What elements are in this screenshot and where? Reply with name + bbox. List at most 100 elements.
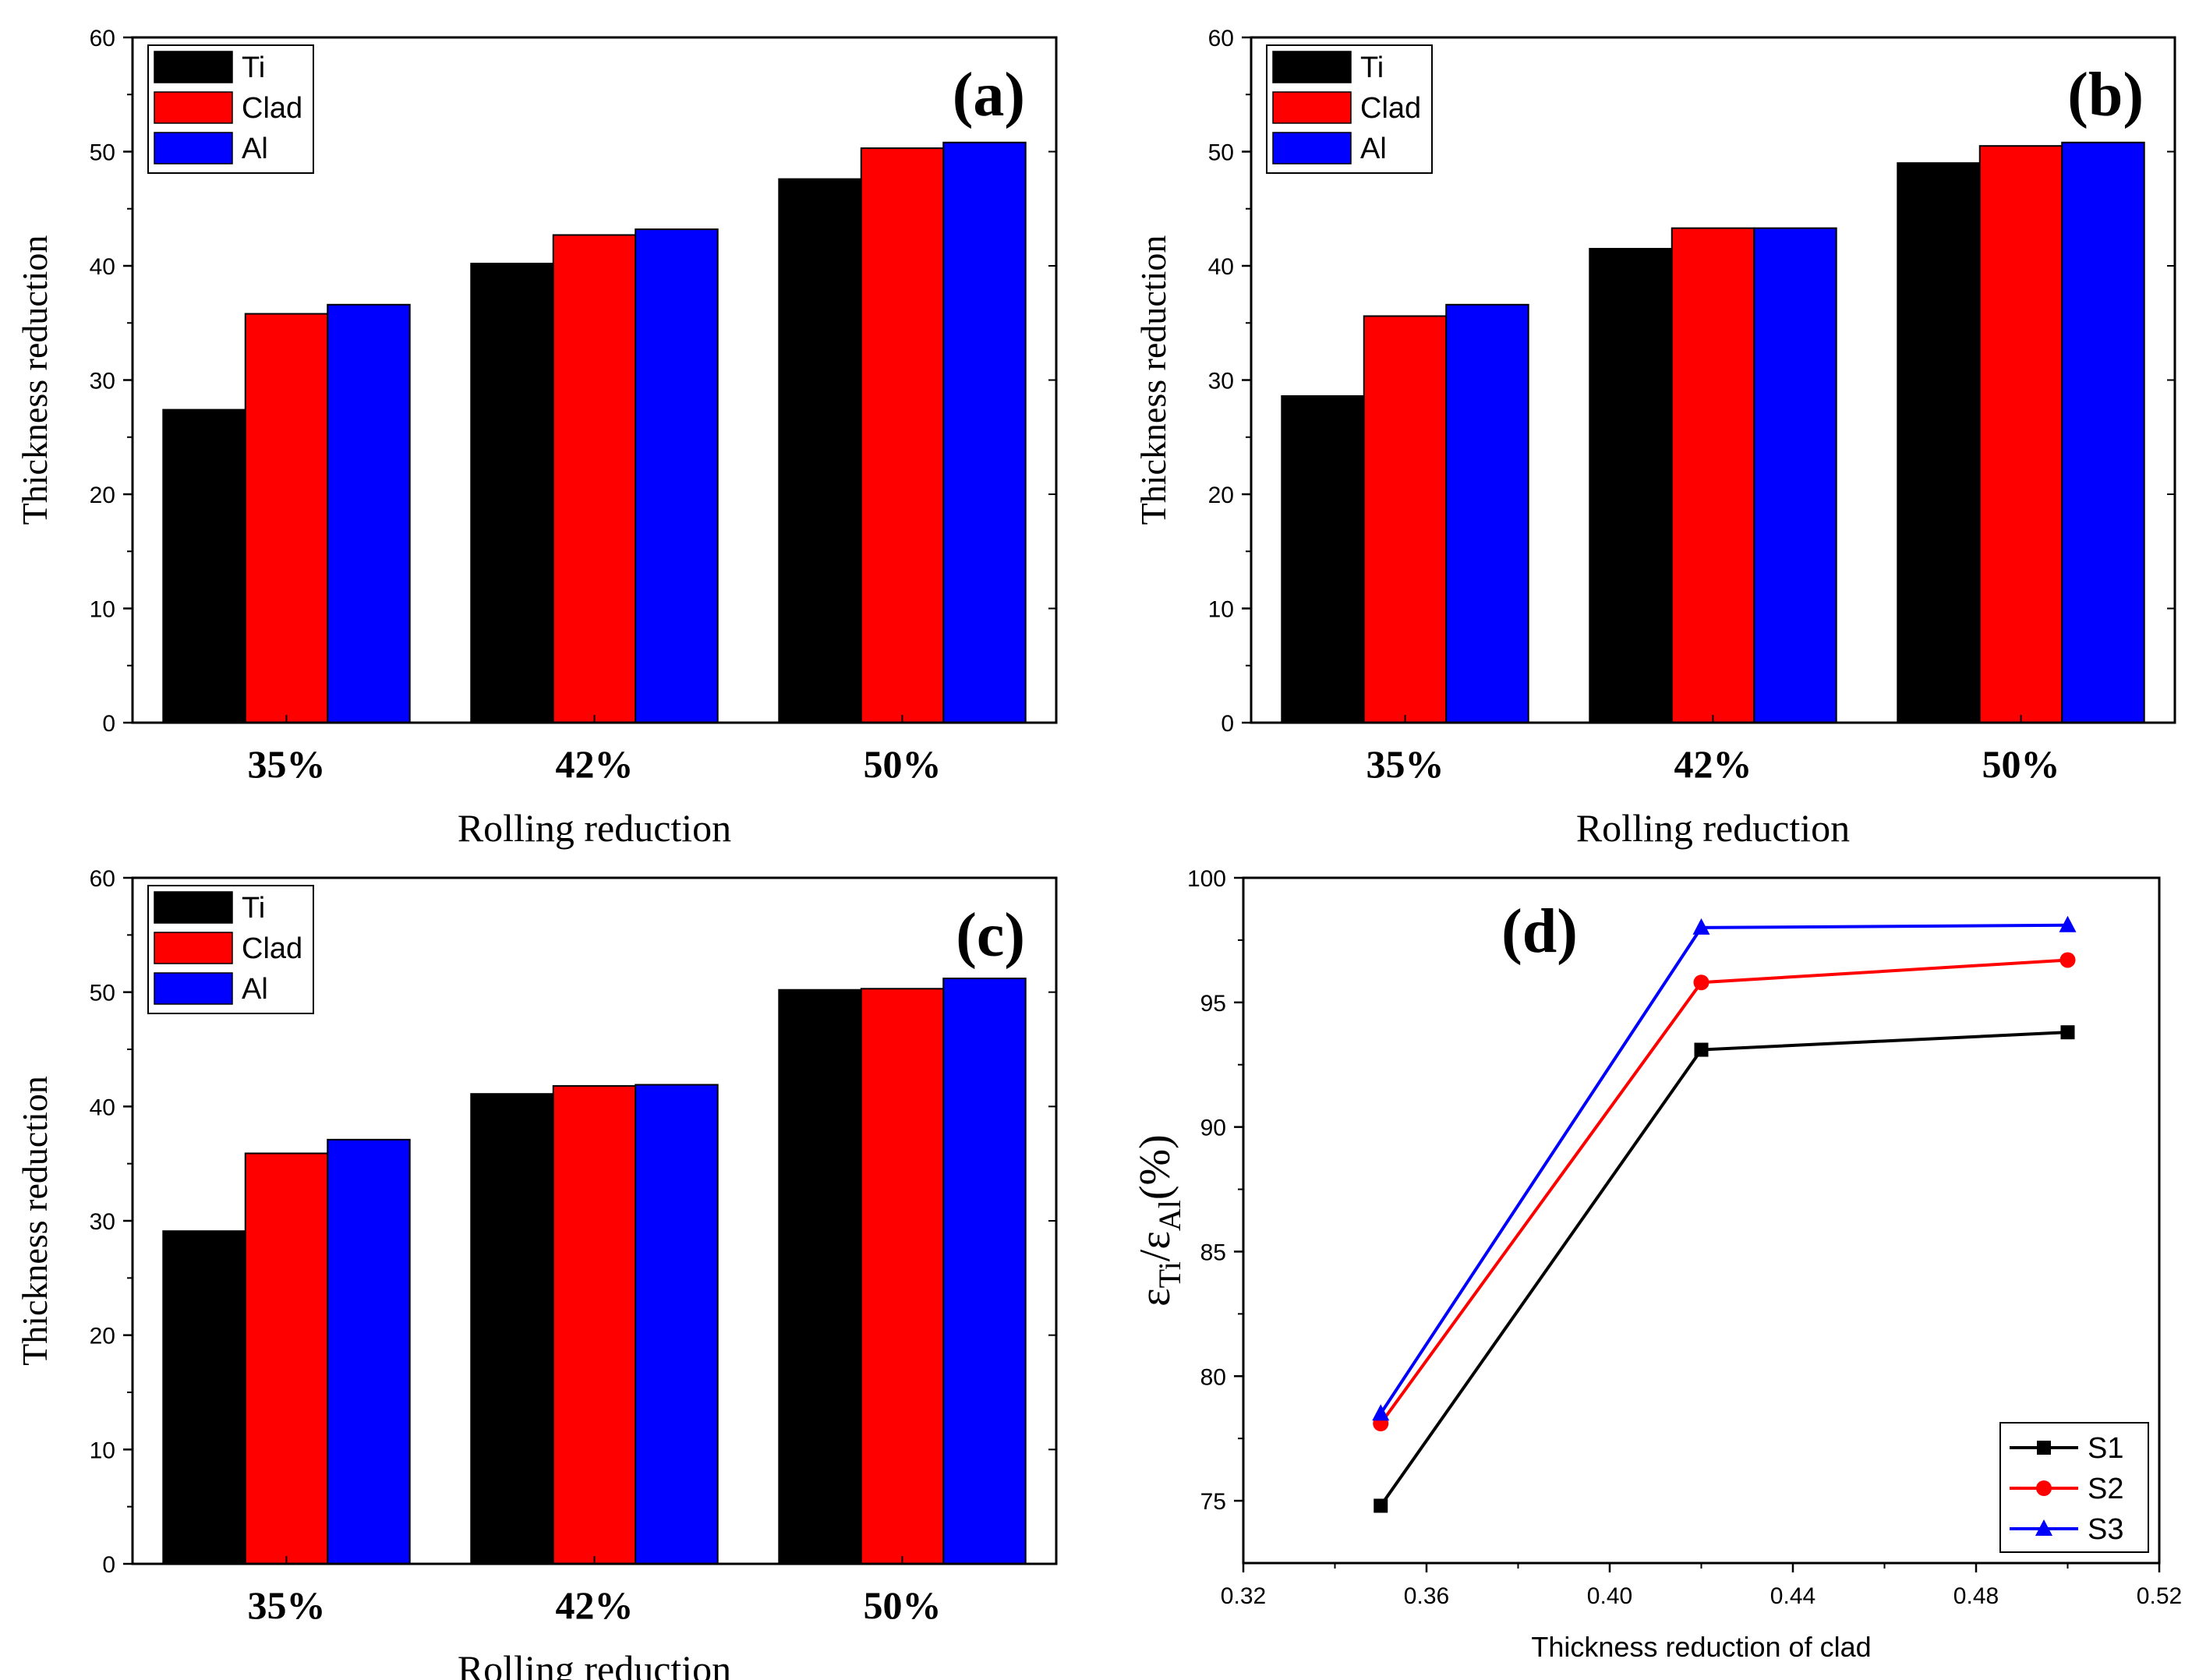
y-tick-label: 20 xyxy=(90,1324,115,1349)
bar-al-35 xyxy=(1445,303,1529,723)
y-tick-label: 30 xyxy=(1208,369,1234,394)
legend: Ti Clad Al xyxy=(147,44,314,174)
y-tick-label: 40 xyxy=(90,1095,115,1120)
point-s2-2 xyxy=(2059,952,2076,968)
y-axis-label: Thickness reduction xyxy=(1133,235,1173,525)
legend-label-clad: Clad xyxy=(242,92,302,125)
legend-label-s1: S1 xyxy=(2088,1432,2123,1465)
bar-clad-35 xyxy=(244,1152,329,1565)
bar-ti-35 xyxy=(162,409,246,724)
point-s3-2 xyxy=(2059,915,2077,932)
bar-clad-42 xyxy=(552,1084,637,1565)
x-tick-label: 0.40 xyxy=(1587,1583,1632,1609)
y-tick-label: 10 xyxy=(90,1438,115,1463)
plot-frame xyxy=(1250,36,2176,724)
y-tick-label: 50 xyxy=(1208,140,1234,166)
bar-al-50 xyxy=(942,978,1027,1565)
x-tick-label: 0.52 xyxy=(2137,1583,2182,1609)
y-tick-label: 20 xyxy=(90,483,115,508)
y-tick-label: 50 xyxy=(90,140,115,166)
point-s3-1 xyxy=(1692,918,1710,935)
y-tick-label: 30 xyxy=(90,369,115,394)
x-tick-label: 0.36 xyxy=(1404,1583,1449,1609)
legend-label-al: Al xyxy=(1360,133,1387,165)
legend-swatch-ti xyxy=(154,51,233,83)
y-label-part: ε xyxy=(1131,1288,1179,1307)
bar-clad-35 xyxy=(1363,315,1448,723)
legend-swatch-ti xyxy=(154,891,233,924)
x-tick-label: 0.44 xyxy=(1770,1583,1815,1609)
panel-label: (c) xyxy=(956,901,1025,970)
x-axis-label: Rolling reduction xyxy=(458,1647,731,1680)
legend-label-ti: Ti xyxy=(242,51,265,84)
y-tick-label: 100 xyxy=(1187,866,1226,892)
bar-clad-35 xyxy=(244,313,329,723)
category-label: 50% xyxy=(864,742,942,786)
y-tick-label: 60 xyxy=(90,866,115,892)
y-label-part: (%) xyxy=(1131,1134,1179,1200)
legend-marker-s3 xyxy=(2035,1519,2052,1536)
legend-swatch-ti xyxy=(1272,51,1352,83)
y-tick-label: 40 xyxy=(1208,254,1234,280)
category-label: 50% xyxy=(864,1583,942,1627)
bar-ti-42 xyxy=(1589,248,1673,723)
legend-label-clad: Clad xyxy=(242,932,302,965)
y-axis-label: Thickness reduction xyxy=(15,1076,55,1366)
x-axis-label: Rolling reduction xyxy=(458,806,731,850)
category-label: 42% xyxy=(556,1583,634,1627)
y-tick-label: 10 xyxy=(1208,597,1234,623)
bar-ti-50 xyxy=(778,178,862,724)
bar-clad-50 xyxy=(1978,145,2063,724)
category-label: 50% xyxy=(1982,742,2060,786)
y-tick-label: 60 xyxy=(1208,26,1234,51)
bar-al-50 xyxy=(2061,141,2145,723)
legend-label-ti: Ti xyxy=(242,892,265,925)
panel-a: 35% 42% 50% 0 10 20 30 40 50 60 Rolling reduction T… xyxy=(15,26,1058,850)
y-tick-label: 0 xyxy=(102,711,115,737)
plot-frame xyxy=(131,36,1058,724)
y-tick-label: 85 xyxy=(1200,1240,1226,1265)
bar-ti-35 xyxy=(162,1230,246,1565)
plot-frame xyxy=(131,876,1058,1565)
legend-marker-s1 xyxy=(2037,1441,2051,1455)
point-s2-1 xyxy=(1693,974,1709,991)
bar-al-42 xyxy=(1753,227,1837,723)
bar-al-42 xyxy=(635,228,719,723)
bar-ti-50 xyxy=(1897,162,1981,723)
y-label-subscript: Ti xyxy=(1152,1261,1187,1288)
legend: Ti Clad Al xyxy=(147,885,314,1014)
bar-al-50 xyxy=(942,141,1027,723)
point-s1-2 xyxy=(2060,1025,2075,1040)
legend: S1 S2 S3 xyxy=(1999,1422,2149,1553)
bar-ti-35 xyxy=(1281,395,1365,723)
y-tick-label: 50 xyxy=(90,981,115,1006)
legend-label-al: Al xyxy=(242,133,268,165)
bar-clad-42 xyxy=(1671,227,1755,723)
legend-swatch-clad xyxy=(154,932,233,964)
panel-b: 35% 42% 50% 0 10 20 30 40 50 60 Rolling reduction T… xyxy=(1133,26,2176,850)
category-label: 35% xyxy=(248,742,326,786)
y-tick-label: 40 xyxy=(90,254,115,280)
x-tick-label: 0.48 xyxy=(1953,1583,1999,1609)
x-axis-label: Rolling reduction xyxy=(1576,806,1850,850)
x-axis-label: Thickness reduction of clad xyxy=(1531,1631,1871,1663)
y-tick-label: 10 xyxy=(90,597,115,623)
bar-al-35 xyxy=(327,303,411,723)
bar-al-35 xyxy=(327,1138,411,1565)
y-label-part: ε xyxy=(1131,1231,1179,1250)
panel-label: (d) xyxy=(1501,897,1578,966)
legend-label-clad: Clad xyxy=(1360,92,1421,125)
legend-swatch-clad xyxy=(154,91,233,124)
category-label: 42% xyxy=(556,742,634,786)
point-s1-0 xyxy=(1374,1498,1388,1513)
series-line-s2 xyxy=(1379,958,2068,1425)
x-tick-label: 0.32 xyxy=(1221,1583,1266,1609)
legend-label-al: Al xyxy=(242,973,268,1006)
y-tick-label: 30 xyxy=(90,1209,115,1235)
y-label-subscript: Al xyxy=(1152,1200,1187,1231)
legend-label-ti: Ti xyxy=(1360,51,1384,84)
legend: Ti Clad Al xyxy=(1266,44,1433,174)
panel-label: (b) xyxy=(2067,61,2144,129)
panel-label: (a) xyxy=(953,61,1025,129)
